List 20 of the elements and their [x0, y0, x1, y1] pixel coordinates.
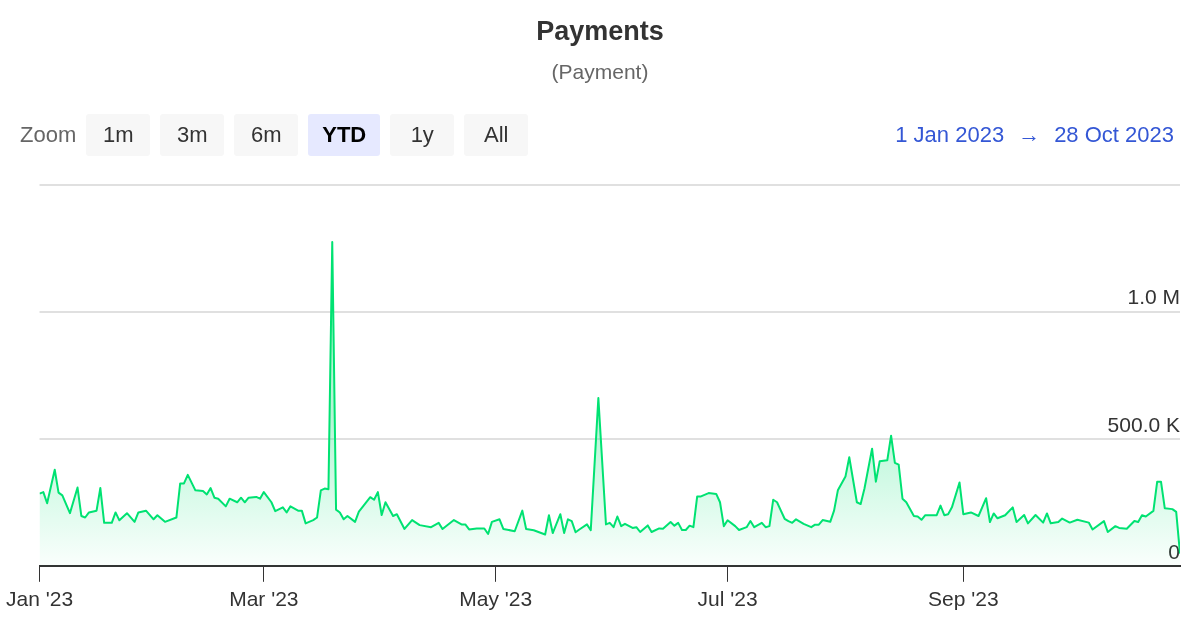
zoom-button: 1m	[86, 114, 151, 156]
x-tick-label: Sep '23	[928, 587, 999, 611]
chart-title: Payments	[535, 16, 665, 47]
text: →	[1018, 122, 1041, 147]
zoom-button: All	[464, 114, 529, 156]
y-tick-label: 1.0 M	[1127, 285, 1180, 309]
text: Zoom	[20, 122, 77, 148]
zoom-button: 6m	[234, 114, 299, 156]
x-tick-label: Mar '23	[229, 587, 299, 611]
zoom-button: 1y	[390, 114, 455, 156]
zoom-button: YTD	[308, 114, 381, 156]
y-tick-label: 0	[1168, 539, 1180, 563]
x-tick-label: Jan '23	[6, 587, 74, 611]
x-tick-label: Jul '23	[697, 587, 758, 611]
x-tick-label: May '23	[459, 587, 533, 611]
chart-subtitle: (Payment)	[550, 60, 650, 84]
y-tick-label: 500.0 K	[1107, 412, 1180, 436]
text: 1 Jan 2023	[895, 122, 1005, 147]
text: 28 Oct 2023	[1054, 122, 1174, 147]
zoom-button: 3m	[160, 114, 225, 156]
